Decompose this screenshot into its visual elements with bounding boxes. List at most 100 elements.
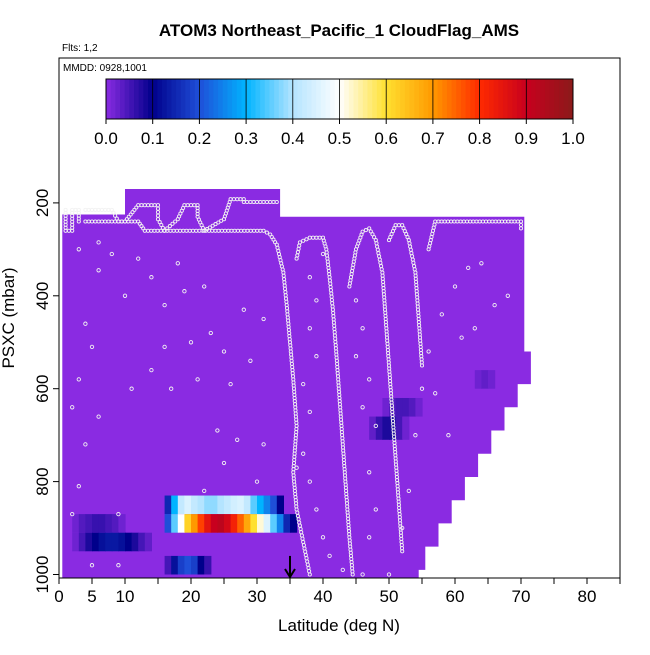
heatmap-cell (243, 514, 251, 533)
colorbar-strip (554, 79, 560, 119)
heatmap-cell (243, 495, 251, 515)
colorbar-strip (274, 79, 280, 119)
flight-point (492, 302, 497, 308)
heatmap-cell (191, 555, 199, 575)
flight-track-point (368, 229, 373, 234)
flight-point (459, 335, 464, 340)
colorbar-strip (395, 79, 401, 119)
flight-track-point (173, 219, 178, 224)
heatmap-cell (230, 495, 238, 515)
x-tick-label: 30 (248, 587, 267, 606)
x-tick-label: 10 (116, 587, 135, 606)
flight-track-point (159, 222, 164, 228)
y-tick-label: 800 (33, 467, 52, 495)
colorbar-strip (250, 79, 256, 119)
flight-track-point (210, 223, 215, 228)
heatmap-cell (263, 495, 271, 515)
flight-track-point (304, 237, 309, 242)
colorbar-tick-label: 0.5 (328, 129, 352, 148)
chart-title: ATOM3 Northeast_Pacific_1 CloudFlag_AMS (159, 21, 519, 40)
flight-track-point (261, 228, 266, 233)
colorbar-strip (199, 79, 205, 119)
flight-track-point (132, 207, 137, 212)
heatmap-cell (395, 397, 403, 417)
colorbar-strip (110, 79, 116, 119)
flight-track-point (297, 240, 302, 245)
colorbar-strip (152, 79, 158, 119)
flight-point (301, 381, 306, 387)
flight-point (175, 261, 180, 266)
colorbar-strip (330, 79, 336, 119)
flight-point (360, 572, 365, 577)
flight-point (373, 507, 378, 512)
colorbar-tick-label: 0.2 (188, 129, 212, 148)
flight-point (116, 511, 121, 517)
flight-track-point (307, 572, 312, 577)
dates-subtitle: MMDD: 0928,1001 (63, 63, 147, 74)
flight-point (202, 284, 207, 289)
heatmap-cell (204, 495, 212, 515)
flight-point (367, 535, 372, 540)
plot-frame (58, 57, 621, 579)
x-tick-label: 5 (87, 587, 96, 606)
heatmap-cell (237, 495, 245, 515)
flight-point (221, 349, 227, 354)
flight-point (70, 511, 75, 517)
heatmap-cell (164, 555, 172, 575)
flight-track-point (106, 207, 111, 212)
heatmap-cell (92, 514, 100, 533)
heatmap-cell (164, 514, 172, 533)
heatmap-cell (92, 532, 100, 552)
heatmap-cell (144, 532, 152, 552)
flight-track-point (367, 226, 372, 231)
flight-track-point (89, 207, 95, 212)
heatmap-cell (263, 514, 271, 533)
heatmap-cell (210, 514, 218, 533)
colorbar-strip (530, 79, 537, 119)
y-axis-label: PSXC (mbar) (0, 267, 18, 368)
colorbar-strip (166, 79, 172, 119)
heatmap-cell (171, 555, 179, 575)
flight-point (314, 298, 319, 303)
colorbar-strip (218, 79, 224, 119)
colorbar-strip (241, 79, 247, 119)
y-tick-label: 1000 (33, 556, 52, 594)
colorbar-strip (409, 79, 415, 119)
colorbar-strip (339, 79, 345, 119)
flight-point (466, 265, 471, 271)
heatmap-cell (111, 532, 119, 552)
flight-point (439, 312, 444, 317)
flight-point (419, 386, 425, 391)
colorbar-strip (367, 79, 373, 119)
colorbar-strip (320, 79, 326, 119)
colorbar-strip (414, 79, 420, 119)
colorbar-strip (297, 79, 303, 119)
flight-point (254, 479, 260, 484)
colorbar-strip (488, 79, 495, 119)
heatmap-cell (184, 495, 192, 515)
heatmap-cell (98, 514, 106, 533)
heatmap-cell (402, 416, 410, 440)
heatmap-cell (270, 495, 278, 515)
heatmap-cell (250, 514, 258, 533)
colorbar-strip (502, 79, 509, 119)
colorbar-strip (358, 79, 364, 119)
colorbar-strip (540, 79, 546, 119)
colorbar-strip (493, 79, 499, 119)
flight-point (76, 377, 81, 382)
colorbar-strip (372, 79, 378, 119)
heatmap-cell (138, 532, 146, 552)
colorbar-tick-label: 0.9 (514, 129, 538, 148)
heatmap-cell (276, 514, 284, 533)
flight-point (235, 437, 240, 442)
heatmap-cell (283, 514, 291, 533)
flight-track-point (114, 216, 119, 221)
flight-point (307, 326, 312, 331)
heatmap-cell (85, 514, 93, 533)
heatmap-cell (191, 495, 199, 515)
heatmap-cell (105, 514, 113, 533)
colorbar-strip (479, 79, 485, 119)
heatmap-cell (257, 514, 265, 533)
colorbar-strip (190, 79, 196, 119)
flight-point (76, 247, 81, 252)
